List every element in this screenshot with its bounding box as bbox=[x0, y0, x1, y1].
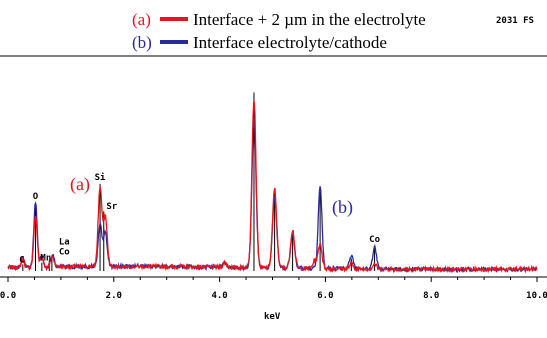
element-label-c: C bbox=[19, 255, 24, 265]
callout-b: (b) bbox=[332, 197, 353, 218]
series-line-b bbox=[7, 118, 538, 274]
count-label: 2031 FS bbox=[496, 16, 534, 26]
x-tick-label: 4.0 bbox=[211, 291, 227, 301]
element-label-la: La bbox=[59, 237, 70, 247]
element-label-o: O bbox=[33, 192, 39, 202]
element-label-co: Co bbox=[369, 235, 380, 245]
callout-a: (a) bbox=[70, 174, 90, 195]
series-line-a bbox=[7, 100, 538, 274]
x-tick-label: 2.0 bbox=[106, 291, 122, 301]
x-axis-label: keV bbox=[264, 312, 281, 322]
series-group bbox=[7, 100, 538, 274]
legend-tag-b: (b) bbox=[132, 33, 152, 52]
element-label-co: Co bbox=[59, 247, 70, 257]
legend: (a) Interface + 2 µm in the electrolyte … bbox=[132, 10, 426, 52]
legend-swatch-a bbox=[160, 17, 188, 21]
legend-label-a: Interface + 2 µm in the electrolyte bbox=[193, 10, 426, 29]
element-label-mn: Mn bbox=[40, 254, 51, 264]
element-label-si: Si bbox=[95, 172, 106, 183]
element-label-sr: Sr bbox=[106, 202, 117, 212]
x-tick-label: 6.0 bbox=[317, 291, 333, 301]
x-tick-label: 0.0 bbox=[0, 291, 16, 301]
legend-label-b: Interface electrolyte/cathode bbox=[193, 33, 387, 52]
x-tick-label: 10.0 bbox=[526, 291, 547, 301]
x-ticks: 0.0 2.0 4.0 6.0 8.0 10.0 bbox=[0, 277, 547, 301]
x-tick-label: 8.0 bbox=[423, 291, 439, 301]
legend-tag-a: (a) bbox=[132, 10, 151, 29]
legend-swatch-b bbox=[160, 40, 188, 44]
